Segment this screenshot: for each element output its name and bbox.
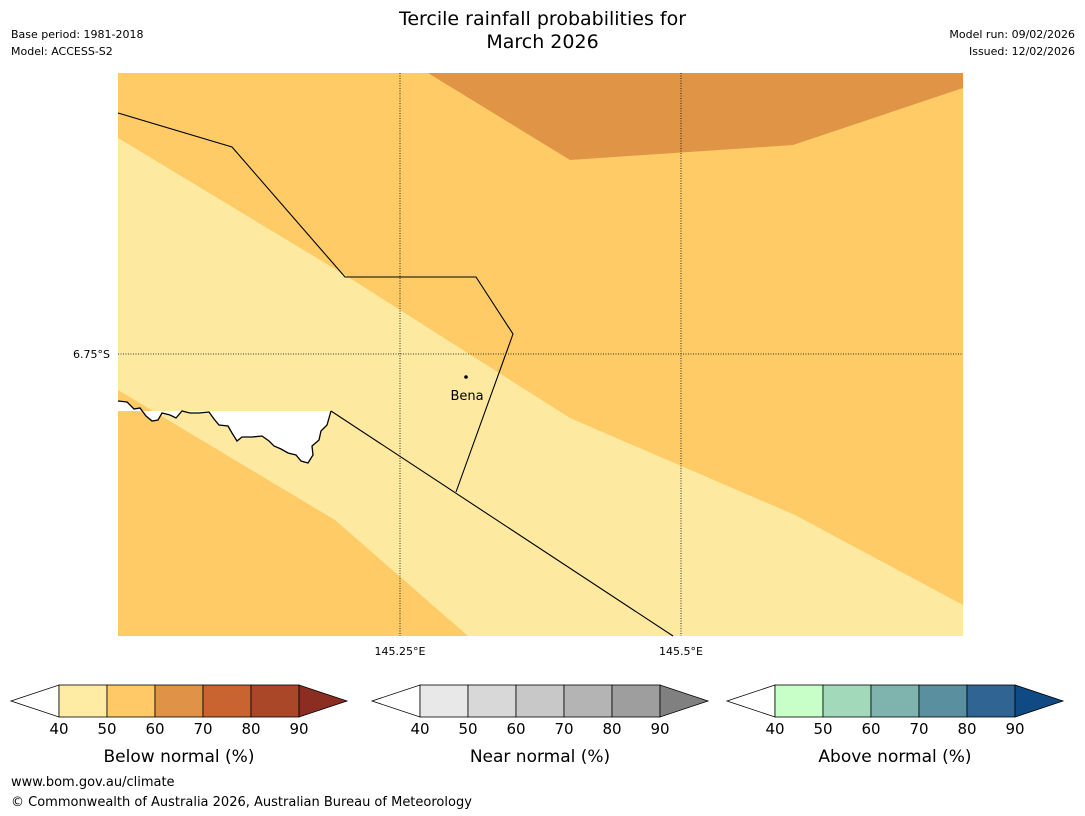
base-period-text: Base period: 1981-2018 [11,28,144,41]
colorbar-tick-label: 40 [765,720,784,738]
colorbar-segment [611,684,661,718]
colorbar-tick-label: 80 [241,720,260,738]
issued-text: Issued: 12/02/2026 [968,45,1075,58]
colorbar-tick-label: 80 [602,720,621,738]
colorbar-segment [822,684,872,718]
title-line-2: March 2026 [486,31,599,53]
colorbar-tick-label: 90 [650,720,669,738]
colorbar-tick-label: 80 [957,720,976,738]
colorbar-tick-label: 50 [813,720,832,738]
colorbar-extension-high [298,684,349,718]
colorbar-tick-label: 50 [458,720,477,738]
colorbar-tick-label: 90 [289,720,308,738]
colorbar-caption: Above normal (%) [818,747,971,767]
province-boundary-south [330,410,674,637]
zone-light [118,138,963,636]
colorbar-caption: Near normal (%) [470,747,610,767]
colorbar-tick-label: 60 [506,720,525,738]
title-line-1: Tercile rainfall probabilities for [398,8,687,30]
lat-label: 6.75°S [73,348,110,361]
colorbar-tick-label: 60 [861,720,880,738]
colorbar-caption: Below normal (%) [104,747,255,767]
model-run-text: Model run: 09/02/2026 [949,28,1075,41]
colorbar-segment [106,684,156,718]
colorbar-segment [250,684,300,718]
model-text: Model: ACCESS-S2 [11,45,113,58]
lon-label-1: 145.25°E [375,645,426,658]
province-boundary-north [117,112,514,493]
colorbar-segment [419,684,469,718]
colorbar-extension-high [659,684,710,718]
colorbar-extension-low [9,684,60,718]
colorbar-segment [154,684,204,718]
map-panel: Bena 6.75°S 145.25°E 145.5°E [73,73,963,658]
colorbar-segment [774,684,824,718]
colorbar-segment [58,684,108,718]
colorbar-extension-low [725,684,776,718]
legend-above-normal: 40 50 60 70 80 90 Above normal (%) [725,684,1065,767]
colorbar-tick-label: 60 [145,720,164,738]
lon-label-2: 145.5°E [659,645,703,658]
colorbar-tick-label: 70 [193,720,212,738]
colorbar-segment [918,684,968,718]
colorbar-tick-label: 90 [1005,720,1024,738]
town-label-bena: Bena [450,389,483,404]
colorbar-tick-label: 40 [410,720,429,738]
colorbar-extension-low [370,684,421,718]
colorbar-segment [563,684,613,718]
zone-dark [428,73,963,160]
colorbar-segment [515,684,565,718]
colorbar-segment [870,684,920,718]
colorbar-tick-label: 40 [49,720,68,738]
colorbar-segment [202,684,252,718]
footer-url[interactable]: www.bom.gov.au/climate [11,775,175,790]
colorbar-tick-label: 70 [909,720,928,738]
town-marker-bena [464,375,468,379]
colorbar-tick-label: 50 [97,720,116,738]
legend-near-normal: 40 50 60 70 80 90 Near normal (%) [370,684,710,767]
legend-below-normal: 40 50 60 70 80 90 Below normal (%) [9,684,349,767]
metadata-left: Base period: 1981-2018 Model: ACCESS-S2 [11,26,143,60]
footer-copyright: © Commonwealth of Australia 2026, Austra… [11,795,472,810]
colorbar-extension-high [1014,684,1065,718]
metadata-right: Model run: 09/02/2026 Issued: 12/02/2026 [949,26,1075,60]
colorbar-tick-label: 70 [554,720,573,738]
colorbar-segment [966,684,1016,718]
coastline [117,400,332,464]
map-title: Tercile rainfall probabilities for March… [0,8,1085,54]
colorbar-segment [467,684,517,718]
